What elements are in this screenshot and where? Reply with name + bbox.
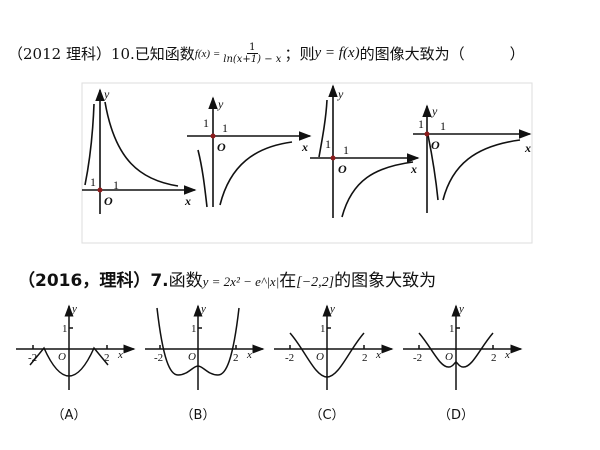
y-label: y	[200, 303, 206, 315]
q2-number: 7.	[150, 271, 169, 291]
q2-text-b: 在	[279, 271, 297, 291]
one-label: 1	[440, 119, 446, 133]
option-c-label: （C）	[309, 408, 345, 423]
q1-func-lhs: f(x) =	[194, 47, 221, 60]
y-label: y	[329, 303, 335, 315]
q2-graphs	[16, 304, 523, 390]
q2-interval: [−2,2]	[296, 275, 335, 290]
q1-graph-2	[187, 96, 312, 208]
one-label: 1	[113, 178, 119, 192]
q1-prefix: （2012 理科）10.已知函数	[8, 45, 195, 63]
q1-denominator: ln(x+1) − x	[223, 54, 282, 65]
one-label: 1	[325, 137, 331, 151]
q2-text-a: 函数	[168, 271, 203, 291]
q1-suffix-a: ；则	[284, 45, 315, 63]
x-label: x	[246, 349, 252, 361]
neg-two-label: -2	[28, 352, 37, 364]
one-label: 1	[449, 323, 455, 335]
y-label: y	[217, 97, 224, 111]
origin-label: O	[104, 194, 113, 208]
q2-func: y = 2x² − e^|x|	[202, 274, 280, 289]
q1-graph-1	[82, 88, 197, 214]
x-label: x	[524, 141, 531, 155]
q1-frame	[81, 82, 533, 244]
origin-label: O	[188, 351, 196, 363]
option-d-label: （D）	[437, 408, 475, 423]
origin-label: O	[445, 351, 453, 363]
neg-two-label: -2	[413, 352, 422, 364]
option-a-label: （A）	[51, 408, 87, 423]
origin-label: O	[338, 162, 347, 176]
two-label: 2	[491, 352, 497, 364]
two-label: 2	[233, 352, 239, 364]
x-label: x	[117, 349, 123, 361]
origin-label: O	[431, 138, 440, 152]
q1-expr: y = f(x)	[314, 45, 360, 61]
q2-graph-a	[16, 304, 136, 390]
q2-graph-c	[274, 304, 394, 390]
origin-label: O	[58, 351, 66, 363]
x-label: x	[504, 349, 510, 361]
x-label: x	[184, 194, 191, 208]
origin-label: O	[217, 140, 226, 154]
one-label: 1	[203, 116, 209, 130]
x-label: x	[301, 140, 308, 154]
question-1-text: （2012 理科）10.已知函数 f(x) = 1 ln(x+1) − x ；则…	[8, 42, 525, 65]
one-label: 1	[320, 323, 326, 335]
q2-graph-d	[403, 304, 523, 390]
neg-two-label: -2	[154, 352, 163, 364]
q2-prefix: （2016，理科）	[18, 271, 151, 291]
q1-graph-4	[413, 104, 532, 213]
q2-graph-b	[145, 304, 265, 390]
y-label: y	[431, 104, 438, 118]
q1-fraction: 1 ln(x+1) − x	[223, 42, 281, 65]
origin-dots	[97, 131, 430, 193]
two-label: 2	[104, 352, 110, 364]
two-label: 2	[362, 352, 368, 364]
option-b-label: （B）	[180, 408, 216, 423]
q1-suffix-b: 的图像大致为（ ）	[359, 45, 525, 63]
question-2-text: （2016，理科） 7. 函数 y = 2x² − e^|x| 在 [−2,2]…	[18, 266, 436, 291]
q2-text-c: 的图象大致为	[334, 271, 437, 291]
y-label: y	[71, 303, 77, 315]
neg-two-label: -2	[285, 352, 294, 364]
x-label: x	[375, 349, 381, 361]
one-label: 1	[418, 117, 424, 131]
y-label: y	[103, 87, 110, 101]
q1-numerator: 1	[247, 42, 258, 54]
origin-label: O	[316, 351, 324, 363]
one-label: 1	[191, 323, 197, 335]
one-label: 1	[343, 143, 349, 157]
q2-graph-labels: y 1 -2 O 2 x y 1 -2 O 2 x y 1 -2 O 2 x y…	[28, 303, 510, 364]
y-label: y	[337, 87, 344, 101]
y-label: y	[458, 303, 464, 315]
q1-graph-labels: y 1 1 O x y 1 1 O x y 1 1 O x y 1 1 O x	[90, 87, 531, 208]
one-label: 1	[222, 121, 228, 135]
one-label: 1	[62, 323, 68, 335]
q1-graph-3	[310, 84, 420, 218]
q1-graphs	[82, 84, 532, 218]
one-label: 1	[90, 175, 96, 189]
x-label: x	[410, 162, 417, 176]
